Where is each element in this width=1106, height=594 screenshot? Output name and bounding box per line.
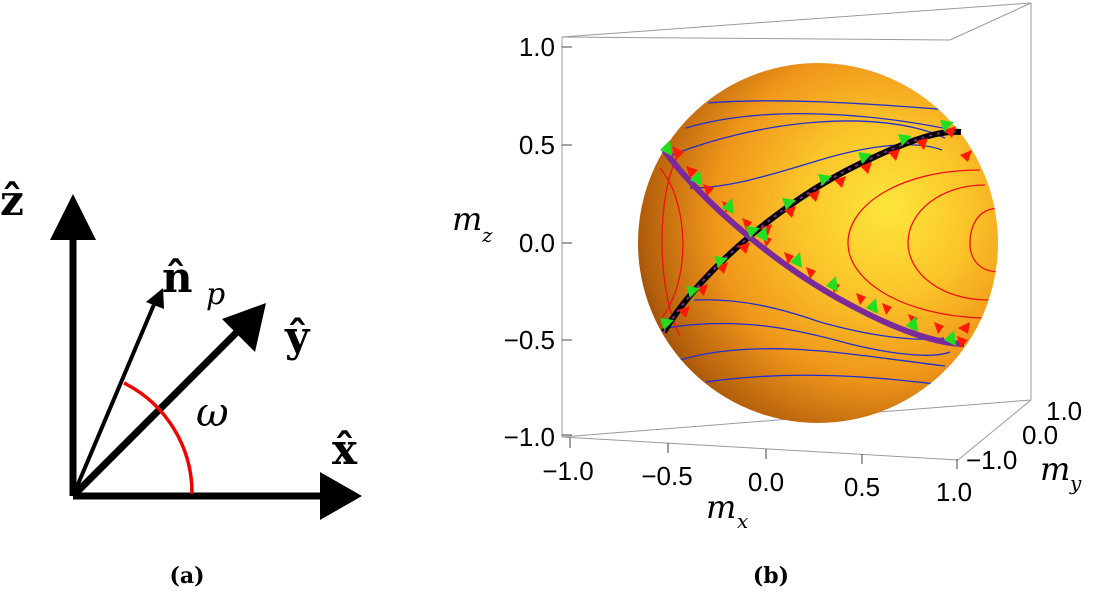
contour-lines <box>659 100 998 385</box>
mx-axis-label: m <box>706 488 736 526</box>
red-arrow <box>960 150 972 162</box>
green-arrow <box>826 276 838 292</box>
mz-tick: −1.0 <box>504 422 555 452</box>
mx-tick: −0.5 <box>641 461 692 491</box>
caption-b: (b) <box>753 563 789 589</box>
my-tick: 0.0 <box>1022 420 1058 450</box>
green-arrow <box>940 120 954 132</box>
red-arrow <box>738 242 750 254</box>
green-arrow <box>714 256 728 268</box>
caption-a: (a) <box>169 563 204 589</box>
green-arrow <box>686 286 700 298</box>
blue-contour <box>689 144 943 189</box>
red-arrow <box>888 149 900 161</box>
mz-tick: 0.5 <box>519 130 555 160</box>
green-arrow <box>906 316 918 332</box>
panel-b: 1.0 0.5 0.0 −0.5 −1.0 −1.0 −0.5 0.0 0.5 … <box>452 2 1082 589</box>
red-arrow <box>686 166 698 178</box>
red-arrow <box>882 303 892 315</box>
red-arrow-markers <box>672 126 972 348</box>
panel-a: ẑ ŷ x̂ n̂ p ω (a) <box>0 176 362 589</box>
box-front-edges <box>561 2 1032 461</box>
red-contour <box>907 184 989 301</box>
mx-tick-marks <box>569 438 958 469</box>
blue-contour <box>705 374 936 385</box>
green-arrow <box>690 170 702 186</box>
y-arrowhead <box>222 303 266 352</box>
green-arrow <box>790 252 802 268</box>
red-arrow <box>916 138 928 150</box>
green-arrow <box>660 318 674 330</box>
red-arrow <box>934 322 944 334</box>
blue-contour <box>685 113 944 129</box>
red-arrow <box>808 190 820 202</box>
red-arrow <box>806 267 816 279</box>
omega-angle-arc <box>123 381 194 495</box>
my-axis-subscript: y <box>1069 471 1082 495</box>
red-arrow <box>834 176 846 188</box>
blue-contour <box>679 348 946 367</box>
y-label: ŷ <box>284 312 311 361</box>
green-arrow <box>858 152 872 164</box>
mx-tick: −1.0 <box>542 456 593 486</box>
blue-contour <box>693 299 945 340</box>
red-arrow <box>784 252 794 264</box>
red-contour <box>847 169 983 319</box>
blue-contour <box>671 120 946 156</box>
green-arrow <box>866 298 878 314</box>
my-axis-label: m <box>1040 450 1070 488</box>
mx-tick: 1.0 <box>936 477 972 507</box>
mz-tick: 1.0 <box>519 32 555 62</box>
n-arrowhead <box>146 288 164 309</box>
green-arrow <box>898 134 912 146</box>
green-arrow <box>944 330 956 346</box>
mz-tick-marks <box>562 46 572 436</box>
red-arrow <box>856 293 866 305</box>
blue-contour <box>707 100 951 111</box>
my-tick: 1.0 <box>1046 396 1082 426</box>
green-arrow <box>660 140 672 156</box>
green-arrow <box>756 226 768 242</box>
omega-label: ω <box>196 390 229 436</box>
mz-tick: −0.5 <box>504 325 555 355</box>
red-arrow <box>958 322 970 334</box>
y-axis <box>70 328 241 499</box>
mz-axis-label: m <box>452 200 482 238</box>
red-arrow <box>678 306 690 318</box>
separatrix-black-overlay <box>663 130 962 333</box>
mx-tick: 0.0 <box>748 467 784 497</box>
red-arrow <box>696 284 708 296</box>
my-tick: −1.0 <box>966 445 1017 475</box>
red-arrow <box>742 218 752 230</box>
green-arrow <box>722 198 734 214</box>
mz-tick-labels: 1.0 0.5 0.0 −0.5 −1.0 <box>504 32 555 452</box>
mz-axis-subscript: z <box>481 223 493 247</box>
z-arrowhead <box>50 194 96 240</box>
green-arrow <box>782 198 796 210</box>
green-arrow <box>746 226 760 238</box>
my-tick-labels: 1.0 0.0 −1.0 <box>966 396 1082 475</box>
red-arrow <box>703 184 714 196</box>
x-arrowhead <box>320 472 362 520</box>
n-subscript: p <box>206 277 225 312</box>
mz-tick: 0.0 <box>519 228 555 258</box>
x-label: x̂ <box>332 425 358 474</box>
mx-axis-subscript: x <box>737 509 748 533</box>
red-contour <box>969 207 998 273</box>
n-vector <box>71 301 157 497</box>
bloch-sphere <box>638 63 998 423</box>
red-arrow <box>860 162 872 174</box>
mx-tick: 0.5 <box>844 472 880 502</box>
green-arrow <box>818 174 832 186</box>
green-arrow-markers <box>660 120 956 346</box>
n-label: n̂ <box>162 253 193 302</box>
mx-tick-labels: −1.0 −0.5 0.0 0.5 1.0 <box>542 456 972 507</box>
separatrix-purple <box>661 148 965 347</box>
red-arrow <box>957 336 968 348</box>
red-arrow <box>672 146 684 160</box>
blue-contour <box>665 322 951 356</box>
z-label: ẑ <box>0 176 24 225</box>
